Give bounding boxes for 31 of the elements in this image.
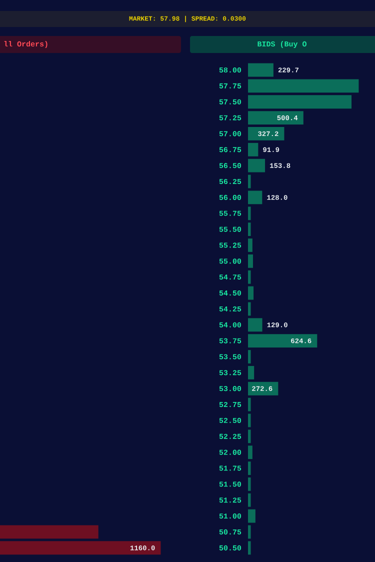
bar [248, 158, 266, 172]
bar [248, 286, 254, 300]
bar [248, 302, 251, 316]
bar [248, 541, 251, 555]
bar [248, 318, 262, 332]
bar [248, 493, 251, 507]
bar [248, 238, 252, 252]
bar [248, 174, 251, 188]
bar [248, 398, 251, 412]
bar [248, 430, 251, 444]
bar [248, 254, 253, 268]
bar [248, 142, 258, 156]
bar [248, 111, 304, 125]
bar [248, 462, 251, 475]
bar [248, 222, 251, 236]
bar [248, 190, 262, 204]
bar [248, 366, 254, 380]
bar [248, 446, 252, 460]
bar [248, 414, 251, 428]
bar [248, 270, 251, 284]
bar [248, 95, 352, 109]
bar [248, 382, 278, 396]
bar [248, 206, 251, 220]
bar [248, 334, 318, 348]
bar [248, 63, 274, 77]
bar [248, 79, 359, 93]
bar [248, 477, 251, 491]
bar [248, 525, 251, 539]
bar [248, 127, 284, 140]
bar [248, 350, 251, 364]
bar [248, 509, 256, 523]
